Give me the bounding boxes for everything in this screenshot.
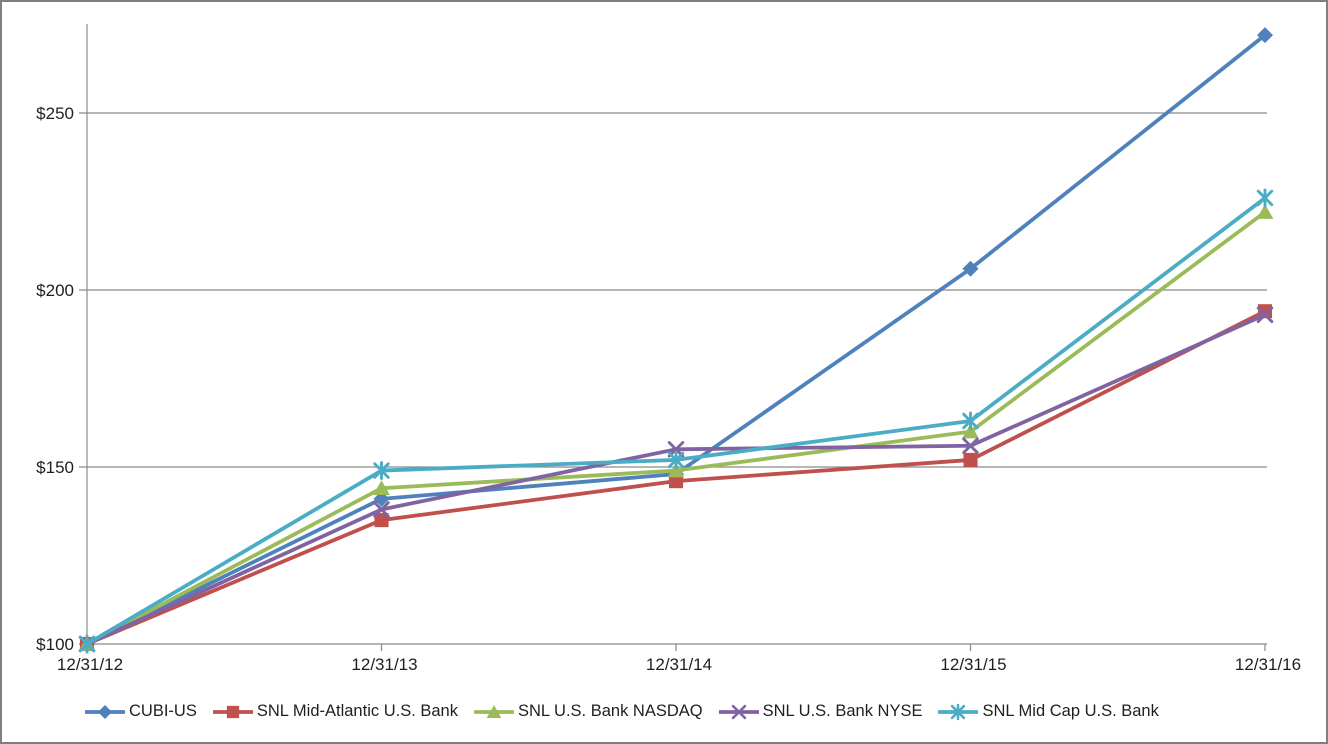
legend-swatch-snl-mid-atlantic <box>212 705 253 718</box>
legend-label: SNL U.S. Bank NASDAQ <box>517 702 703 720</box>
legend-marker <box>731 704 746 719</box>
y-tick-label: $200 <box>36 281 74 300</box>
data-point-marker <box>667 450 685 470</box>
data-point-marker <box>962 260 979 277</box>
x-tick-label: 12/31/13 <box>351 655 417 674</box>
x-tick-label: 12/31/16 <box>1235 655 1301 674</box>
legend-label: SNL U.S. Bank NYSE <box>762 702 923 720</box>
legend-item-cubi-us: CUBI-US <box>85 702 197 721</box>
y-tick-label: $150 <box>36 458 74 477</box>
legend-swatch-cubi-us <box>85 704 125 719</box>
legend-label: CUBI-US <box>129 702 197 720</box>
legend-swatch-snl-mid-cap-us-bank <box>938 703 979 720</box>
data-point-marker <box>1257 27 1273 44</box>
data-point-marker <box>962 437 979 454</box>
legend-item-snl-us-bank-nasdaq: SNL U.S. Bank NASDAQ <box>473 702 703 721</box>
series-line <box>85 196 1267 646</box>
series-line <box>85 210 1267 646</box>
data-point-marker <box>1256 188 1274 208</box>
data-point-marker <box>962 423 979 439</box>
data-point-marker <box>667 462 685 478</box>
legend-label: SNL Mid Cap U.S. Bank <box>982 702 1159 720</box>
data-point-marker <box>668 474 684 489</box>
legend-marker <box>226 705 240 718</box>
data-point-marker <box>78 634 96 654</box>
y-tick-label: $250 <box>36 104 74 123</box>
data-point-marker <box>373 501 390 518</box>
legend-item-snl-mid-atlantic: SNL Mid-Atlantic U.S. Bank <box>212 702 458 721</box>
legend-swatch-snl-us-bank-nasdaq <box>473 704 514 718</box>
data-point-marker <box>373 480 390 496</box>
chart-legend: CUBI-US SNL Mid-Atlantic U.S. Bank SNL U… <box>85 702 1285 721</box>
data-point-marker <box>374 513 389 528</box>
legend-item-snl-mid-cap-us-bank: SNL Mid Cap U.S. Bank <box>938 702 1159 721</box>
data-point-marker <box>373 461 390 480</box>
legend-marker <box>951 703 966 720</box>
legend-item-snl-us-bank-nyse: SNL U.S. Bank NYSE <box>718 702 923 721</box>
data-point-marker <box>1256 306 1274 324</box>
legend-swatch-snl-us-bank-nyse <box>718 704 759 719</box>
data-point-marker <box>1256 204 1274 219</box>
data-point-marker <box>962 411 979 431</box>
legend-marker <box>98 704 112 719</box>
x-tick-label: 12/31/14 <box>646 655 712 674</box>
y-tick-label: $100 <box>36 635 74 654</box>
legend-marker <box>486 704 502 718</box>
x-tick-label: 12/31/15 <box>940 655 1006 674</box>
legend-label: SNL Mid-Atlantic U.S. Bank <box>256 702 458 720</box>
x-tick-label: 12/31/12 <box>57 655 123 674</box>
data-point-marker <box>963 452 978 467</box>
